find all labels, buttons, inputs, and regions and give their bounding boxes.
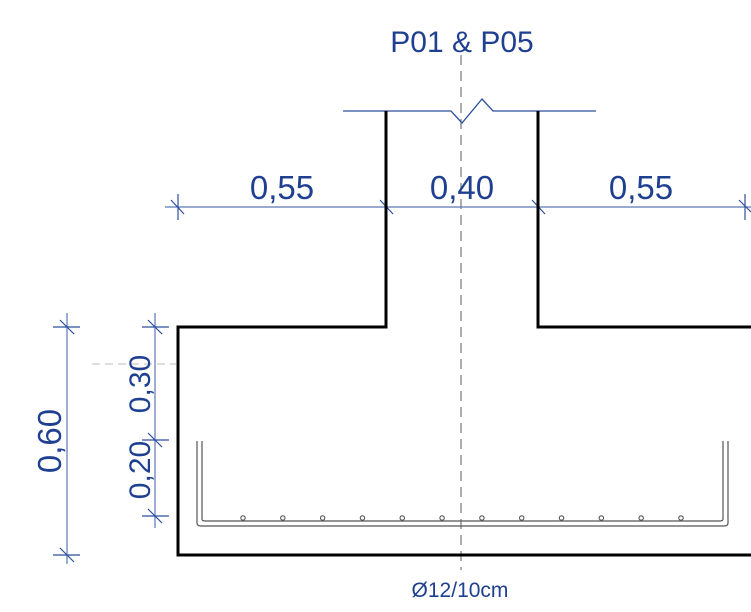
rebar-bar-dot [240, 515, 246, 521]
bottom-reinforcement [196, 441, 729, 527]
rebar-bar-dot [638, 515, 644, 521]
rebar-bar-dot [598, 515, 605, 521]
segmented-height-dimension [142, 313, 169, 528]
dimension-upper-height: 0,30 [124, 355, 157, 413]
rebar-bar-dot [399, 515, 406, 521]
rebar-bar-dot [479, 515, 485, 521]
dimension-right-width: 0,55 [609, 169, 673, 206]
rebar-bar-dot [280, 515, 286, 521]
rebar-bar-dot [439, 515, 445, 521]
rebar-bar-dot [319, 515, 326, 521]
rebar-bar-dot [558, 515, 565, 521]
total-height-dimension [53, 313, 80, 564]
footing-title: P01 & P05 [390, 26, 533, 59]
rebar-bar-dot [359, 515, 366, 521]
rebar-bar-dot [518, 515, 525, 521]
footing-outline [176, 111, 751, 557]
dimension-column-width: 0,40 [430, 169, 494, 206]
dimension-left-width: 0,55 [250, 169, 314, 206]
rebar-bar-dot [678, 515, 684, 521]
rebar-dots-group [240, 515, 684, 521]
reinforcement-label: Ø12/10cm [412, 579, 509, 602]
column-break-line [343, 98, 596, 124]
dimension-total-height: 0,60 [31, 409, 68, 473]
dimension-lower-height: 0,20 [124, 441, 157, 499]
